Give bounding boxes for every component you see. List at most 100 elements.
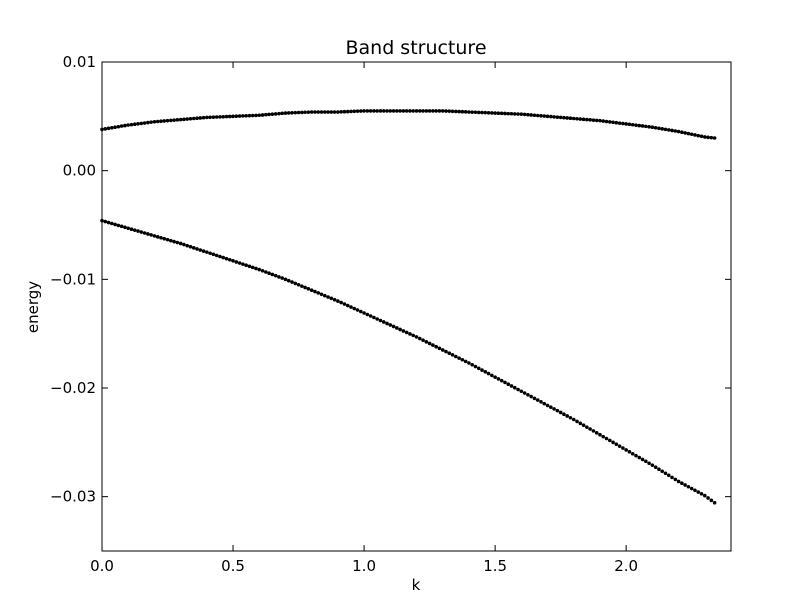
band-2-point	[693, 488, 697, 493]
band-2-point	[241, 262, 245, 266]
band-2-point	[391, 324, 396, 329]
band-2-point	[493, 375, 497, 379]
band-1-point	[306, 110, 311, 114]
band-2-point	[509, 384, 514, 388]
band-1-point	[588, 118, 592, 122]
band-1-point	[155, 119, 160, 124]
band-2-point	[529, 394, 533, 399]
band-1-point	[116, 124, 121, 129]
band-1-point	[575, 116, 579, 121]
band-1-point	[539, 113, 543, 118]
band-2-point	[372, 315, 376, 320]
band-1-point	[286, 111, 291, 115]
band-2-point	[221, 255, 226, 260]
band-1-point	[450, 109, 455, 114]
band-2-point	[650, 463, 655, 467]
band-1-point	[532, 113, 537, 118]
band-1-point	[558, 115, 563, 120]
band-2-point	[244, 263, 248, 268]
band-1-point	[345, 109, 350, 114]
band-2-point	[381, 320, 386, 324]
band-1-point	[195, 116, 199, 121]
band-1-point	[598, 118, 602, 123]
band-2-point	[421, 338, 425, 342]
band-1-point	[175, 118, 180, 122]
y-tick-label: 0.00	[63, 162, 96, 180]
band-2-point	[332, 297, 337, 302]
band-2-point	[417, 336, 422, 341]
band-2-point	[286, 278, 291, 283]
band-1-point	[106, 126, 111, 131]
band-2-point	[424, 340, 429, 344]
band-1-point	[208, 115, 212, 120]
band-1-point	[486, 111, 491, 115]
band-2-point	[319, 292, 324, 297]
band-1-point	[565, 116, 569, 120]
band-2-point	[457, 356, 461, 360]
band-1-point	[476, 110, 481, 115]
band-2-point	[519, 389, 524, 394]
band-1-point	[198, 116, 203, 120]
band-2-point	[539, 400, 543, 404]
band-1-point	[493, 111, 497, 115]
band-2-point	[306, 287, 311, 291]
x-tick-label: 1.5	[483, 557, 507, 575]
band-2-point	[355, 308, 360, 312]
band-1-point	[683, 131, 687, 135]
y-tick-label: −0.02	[50, 379, 96, 397]
band-1-point	[637, 123, 642, 128]
band-1-point	[473, 110, 478, 115]
band-1-point	[693, 133, 697, 137]
band-1-point	[499, 111, 504, 116]
band-1-point	[644, 124, 648, 129]
band-1-point	[172, 118, 176, 122]
band-1-point	[594, 118, 599, 123]
band-1-point	[627, 122, 632, 127]
band-2-point	[169, 238, 173, 243]
band-1-point	[562, 115, 566, 120]
band-1-point	[329, 110, 334, 114]
band-1-point	[689, 132, 694, 137]
band-2-point	[146, 232, 150, 236]
band-1-point	[696, 133, 701, 138]
band-1-point	[169, 118, 173, 123]
band-1-point	[621, 121, 625, 126]
band-1-point	[467, 110, 471, 114]
band-1-point	[630, 122, 635, 127]
band-2-point	[607, 438, 612, 443]
band-2-point	[437, 346, 442, 351]
band-1-point	[388, 109, 393, 113]
band-1-point	[146, 120, 150, 125]
band-2-point	[532, 396, 537, 401]
band-2-point	[119, 224, 124, 229]
band-1-point	[355, 109, 360, 113]
band-1-point	[519, 112, 524, 116]
band-2-point	[490, 373, 494, 378]
band-1-point	[414, 109, 419, 113]
band-2-point	[506, 382, 511, 387]
band-1-point	[663, 127, 668, 132]
band-2-point	[454, 354, 458, 359]
band-1-point	[503, 111, 507, 116]
band-2-point	[139, 230, 144, 234]
band-2-point	[126, 226, 131, 231]
band-1-point	[283, 111, 288, 115]
band-2-point	[411, 333, 416, 338]
band-1-point	[319, 110, 324, 114]
band-1-point	[257, 113, 262, 118]
band-1-point	[552, 115, 556, 119]
band-1-point	[336, 110, 340, 114]
band-2-point	[689, 486, 694, 491]
band-2-point	[103, 219, 108, 224]
band-2-point	[113, 222, 117, 227]
band-1-point	[470, 110, 474, 114]
band-1-point	[395, 109, 399, 113]
band-2-point	[162, 236, 167, 241]
band-2-point	[585, 425, 589, 429]
band-1-point	[522, 112, 527, 117]
band-1-point	[113, 125, 117, 129]
y-tick-label: −0.03	[50, 488, 96, 506]
band-1-point	[365, 109, 370, 113]
band-2-point	[594, 431, 599, 435]
band-2-point	[375, 317, 379, 321]
